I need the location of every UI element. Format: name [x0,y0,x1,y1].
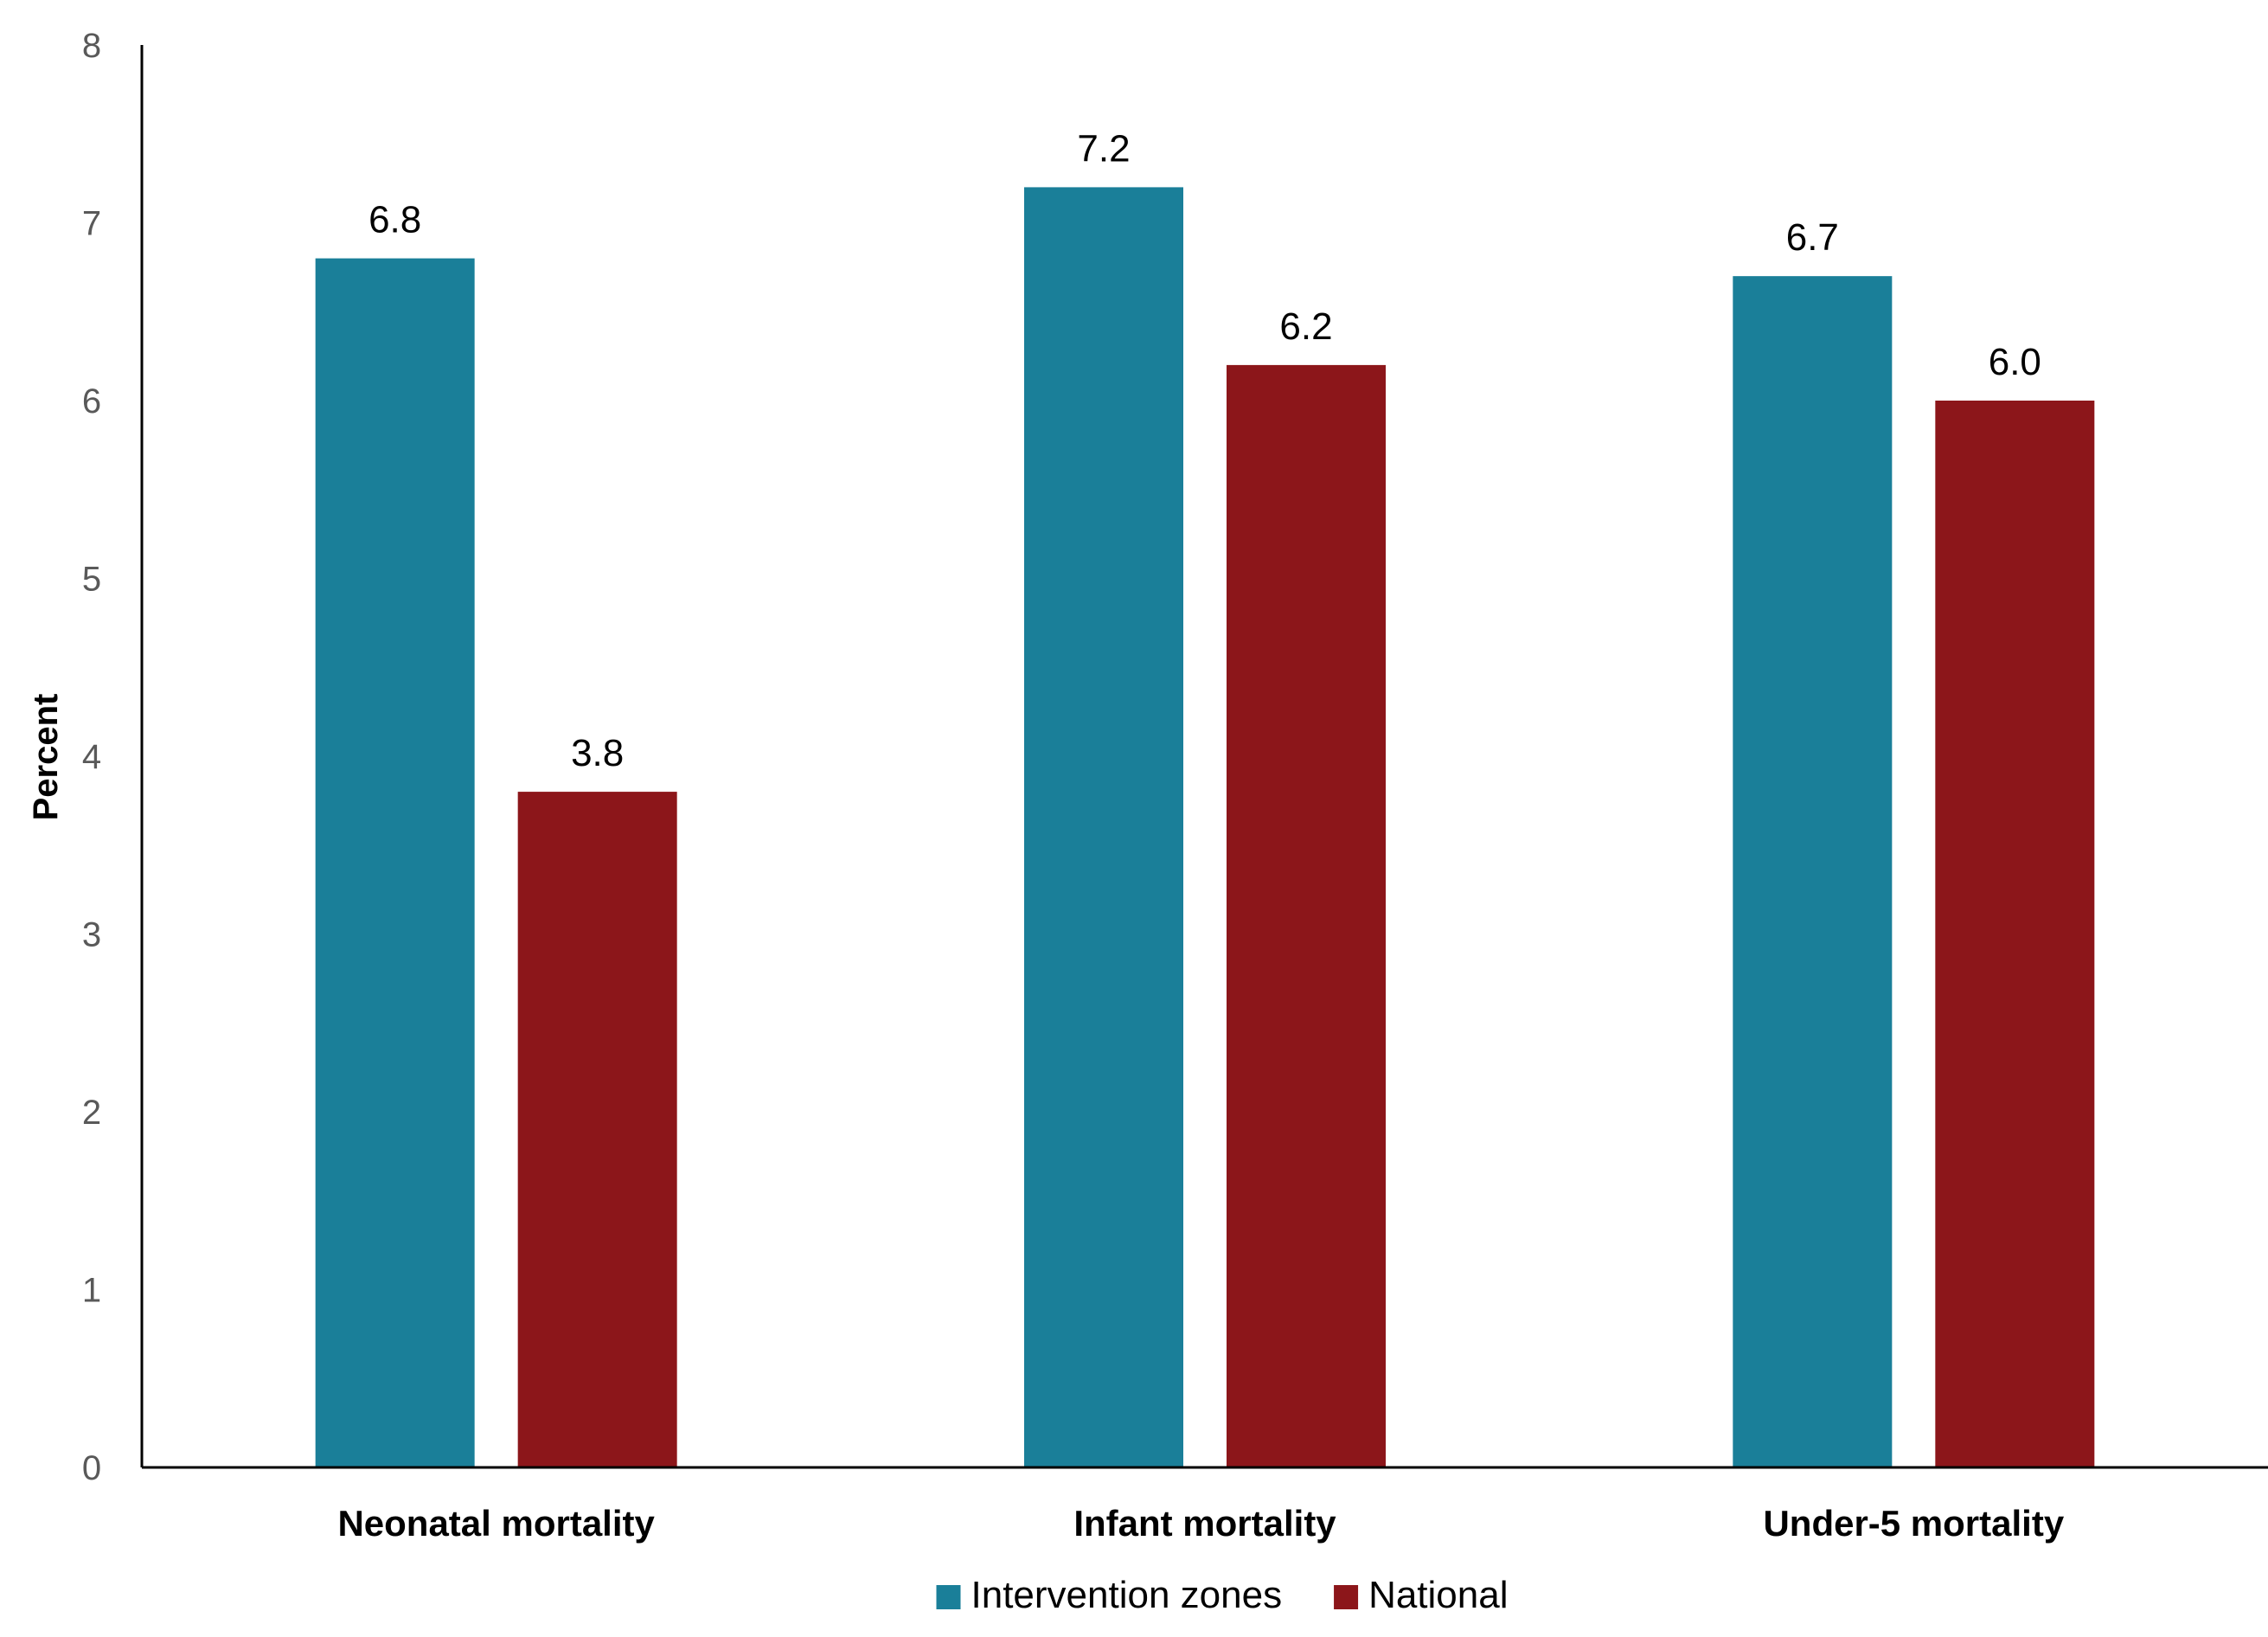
y-tick-label: 2 [82,1094,101,1132]
data-label: 6.2 [1279,305,1332,348]
bar-intervention-zones-2 [1024,187,1183,1467]
category-labels: Neonatal mortality Infant mortality Under-… [337,1503,2064,1544]
y-tick-label: 0 [82,1449,101,1487]
y-tick-label: 4 [82,738,101,776]
legend-swatch [1334,1585,1359,1609]
data-labels: 6.8 3.8 7.2 6.2 6.7 6.0 [368,127,2041,774]
bars [315,187,2095,1468]
data-label: 6.7 [1786,216,1839,259]
bar-national-3 [1935,401,2095,1467]
legend-item: Intervention zones [936,1574,1283,1616]
legend-label: Intervention zones [971,1574,1283,1616]
y-tick-label: 3 [82,916,101,954]
legend-label: National [1368,1574,1508,1616]
legend-item: National [1334,1574,1509,1616]
category-label: Under-5 mortality [1763,1503,2064,1544]
y-tick-label: 1 [82,1272,101,1310]
y-axis-title: Percent [27,694,65,821]
data-label: 6.0 [1989,341,2041,383]
y-tick-label: 5 [82,561,101,599]
data-label: 6.8 [368,199,421,241]
category-label: Neonatal mortality [337,1503,655,1544]
y-tick-label: 8 [82,27,101,65]
legend: Intervention zones National [936,1574,1509,1616]
bar-national-1 [517,792,677,1467]
y-tick-label: 7 [82,205,101,243]
bar-national-2 [1227,364,1386,1467]
data-label: 3.8 [571,732,624,774]
bar-intervention-zones-1 [315,258,475,1468]
category-label: Infant mortality [1073,1503,1336,1544]
legend-swatch [936,1585,961,1609]
y-tick-label: 6 [82,382,101,420]
bar-intervention-zones-3 [1733,276,1893,1467]
data-label: 7.2 [1077,127,1130,170]
y-axis-ticks: 0 1 2 3 4 5 6 7 8 [82,27,101,1487]
